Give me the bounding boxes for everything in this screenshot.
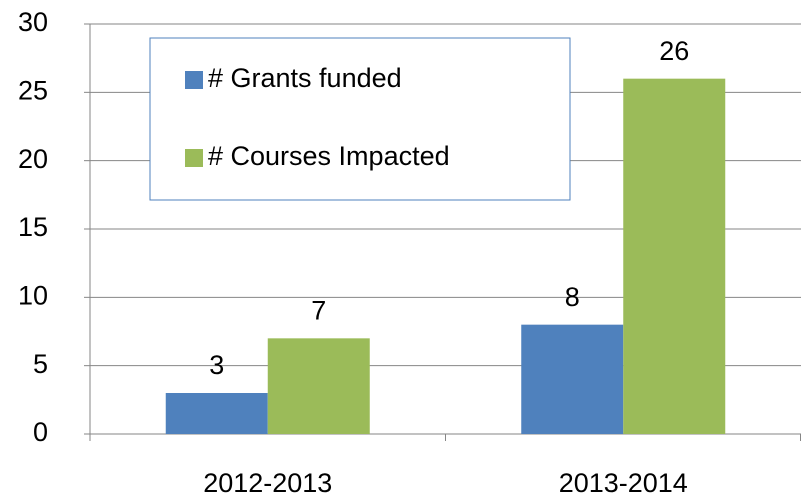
y-tick-label: 5 xyxy=(33,349,48,379)
data-label: 3 xyxy=(209,350,224,380)
bar xyxy=(165,393,268,434)
legend-swatch xyxy=(185,71,203,89)
y-tick-label: 0 xyxy=(33,417,48,447)
y-tick-label: 25 xyxy=(18,75,48,105)
data-label: 8 xyxy=(565,282,580,312)
bar xyxy=(623,78,726,435)
bar xyxy=(521,324,624,434)
legend-label: # Courses Impacted xyxy=(208,141,450,171)
legend-label: # Grants funded xyxy=(208,63,402,93)
y-tick-label: 10 xyxy=(18,280,48,310)
data-label: 7 xyxy=(311,295,326,325)
x-tick-label: 2013-2014 xyxy=(559,468,688,498)
data-label: 26 xyxy=(659,36,689,66)
y-tick-label: 30 xyxy=(18,7,48,37)
x-tick-label: 2012-2013 xyxy=(203,468,332,498)
legend-box xyxy=(149,37,571,201)
legend-swatch xyxy=(185,149,203,167)
y-tick-label: 20 xyxy=(18,144,48,174)
y-tick-label: 15 xyxy=(18,212,48,242)
bar xyxy=(267,338,370,434)
